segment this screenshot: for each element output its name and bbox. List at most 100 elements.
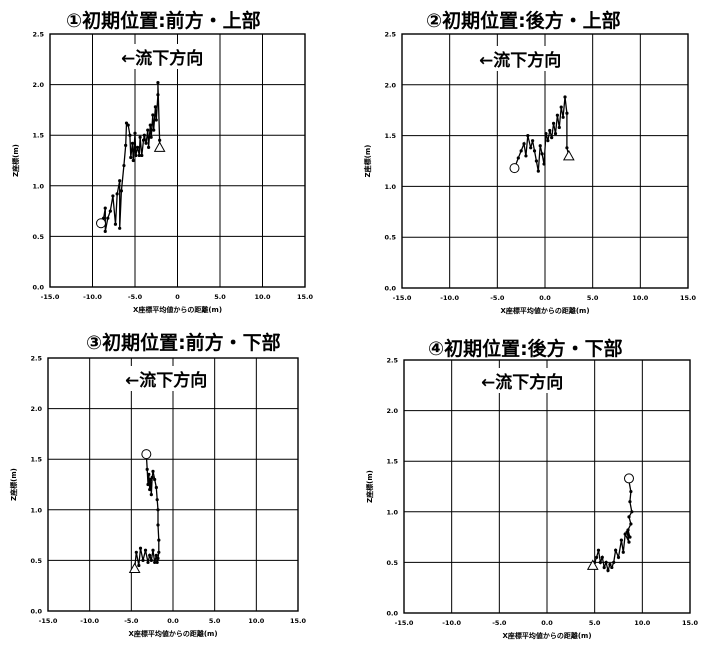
trajectory-point	[108, 209, 112, 213]
trajectory-point	[538, 144, 542, 148]
trajectory-point	[600, 555, 604, 559]
trajectory-point	[149, 558, 153, 562]
x-tick-label: -10.0	[83, 293, 102, 301]
trajectory-point	[144, 141, 148, 145]
chart-title: ④初期位置:後方・下部	[428, 338, 623, 360]
trajectory-point	[598, 560, 602, 564]
trajectory-point	[138, 135, 142, 139]
trajectory-point	[152, 128, 156, 132]
trajectory-point	[118, 226, 122, 230]
y-tick-label: 1.0	[384, 183, 396, 191]
chart-plot-4: -15.0 -10.0 -5.0 0.0 5.0 10.0 15.0 0.0 0.5 1.0 1.5…	[365, 357, 698, 641]
trajectory-point	[561, 115, 565, 119]
trajectory-point	[563, 95, 567, 99]
trajectory-point	[148, 123, 152, 127]
trajectory-point	[156, 508, 160, 512]
y-tick-label: 1.5	[384, 132, 396, 140]
trajectory-point	[153, 560, 157, 565]
trajectory-point	[153, 477, 157, 482]
y-tick-label: 2.0	[384, 81, 396, 89]
trajectory-point	[147, 145, 151, 149]
trajectory-line	[513, 96, 570, 172]
trajectory-point	[154, 485, 158, 490]
trajectory-point	[128, 133, 132, 137]
trajectory-point	[544, 131, 548, 136]
trajectory-point	[153, 105, 157, 109]
x-tick-label: 0.0	[167, 617, 179, 625]
trajectory-point	[542, 162, 546, 166]
x-tick-label: 10.0	[248, 617, 265, 625]
trajectory-point	[529, 146, 533, 150]
x-axis-label: X座標平均値からの距離(m)	[500, 306, 589, 315]
trajectory-point	[151, 113, 155, 117]
trajectory-point	[103, 206, 107, 210]
start-marker-circle	[623, 473, 634, 484]
trajectory-point	[628, 535, 632, 539]
y-axis-label: Z座標(m)	[9, 468, 18, 501]
trajectory-point	[546, 139, 550, 143]
trajectory-point	[131, 158, 135, 163]
trajectory-point	[553, 131, 558, 136]
y-tick-label: 2.5	[30, 355, 42, 363]
trajectory-point	[126, 123, 130, 127]
x-tick-label: 10.0	[254, 293, 271, 301]
x-axis-label: X座標平均値からの距離(m)	[502, 631, 591, 640]
trajectory-point	[135, 145, 140, 149]
trajectory-point	[524, 154, 528, 158]
trajectory-point	[150, 475, 154, 480]
x-tick-label: 0.0	[539, 294, 551, 302]
trajectory-point	[111, 194, 115, 198]
trajectory-point	[548, 128, 552, 133]
trajectory-point	[612, 560, 616, 564]
trajectory-point	[145, 467, 149, 471]
x-tick-label: 10.0	[632, 294, 649, 302]
trajectory-point	[154, 553, 158, 557]
chart-title: ①初期位置:前方・上部	[66, 10, 261, 32]
trajectory-point	[158, 138, 162, 142]
trajectory-point	[519, 149, 523, 153]
trajectory-point	[540, 152, 544, 156]
end-marker-triangle	[153, 141, 166, 152]
trajectory-point	[606, 568, 610, 573]
trajectory-point	[630, 510, 634, 514]
x-tick-label: -5.0	[492, 619, 507, 627]
y-tick-label: 0.0	[386, 610, 398, 618]
trajectory-point	[565, 111, 569, 115]
y-tick-label: 0.5	[384, 234, 396, 242]
trajectory-point	[623, 532, 627, 536]
y-tick-label: 0.5	[30, 557, 42, 565]
trajectory-point	[148, 553, 152, 557]
trajectory-point	[124, 143, 128, 147]
x-tick-label: 10.0	[634, 619, 651, 627]
trajectory-point	[157, 538, 161, 542]
y-tick-label: 2.5	[384, 31, 396, 39]
x-tick-label: 5.0	[209, 617, 221, 625]
trajectory-point	[604, 560, 608, 564]
trajectory-point	[141, 138, 146, 142]
trajectory-point	[534, 159, 539, 163]
trajectory-point	[628, 500, 632, 504]
trajectory-point	[608, 562, 612, 567]
trajectory-point	[151, 548, 155, 552]
trajectory-point	[550, 136, 554, 140]
flow-direction-label: ←流下方向	[480, 368, 565, 393]
trajectory-point	[559, 105, 563, 109]
y-tick-label: 1.5	[30, 456, 42, 464]
y-axis-label: Z座標(m)	[11, 144, 20, 177]
x-tick-label: 0.0	[541, 619, 553, 627]
trajectory-line	[594, 481, 633, 573]
y-tick-label: 0.5	[32, 233, 44, 241]
trajectory-point	[133, 131, 137, 135]
trajectory-point	[621, 550, 625, 554]
trajectory-point	[130, 141, 135, 145]
trajectory-point	[555, 113, 559, 117]
chart-title: ②初期位置:後方・上部	[426, 10, 621, 32]
trajectory-point	[154, 118, 158, 122]
trajectory-point	[157, 550, 161, 554]
trajectory-point	[146, 482, 150, 487]
start-marker-circle	[96, 218, 106, 229]
trajectory-point	[516, 156, 520, 160]
x-tick-label: -15.0	[41, 293, 60, 301]
trajectory-point	[155, 498, 159, 502]
trajectory-point	[557, 125, 561, 130]
